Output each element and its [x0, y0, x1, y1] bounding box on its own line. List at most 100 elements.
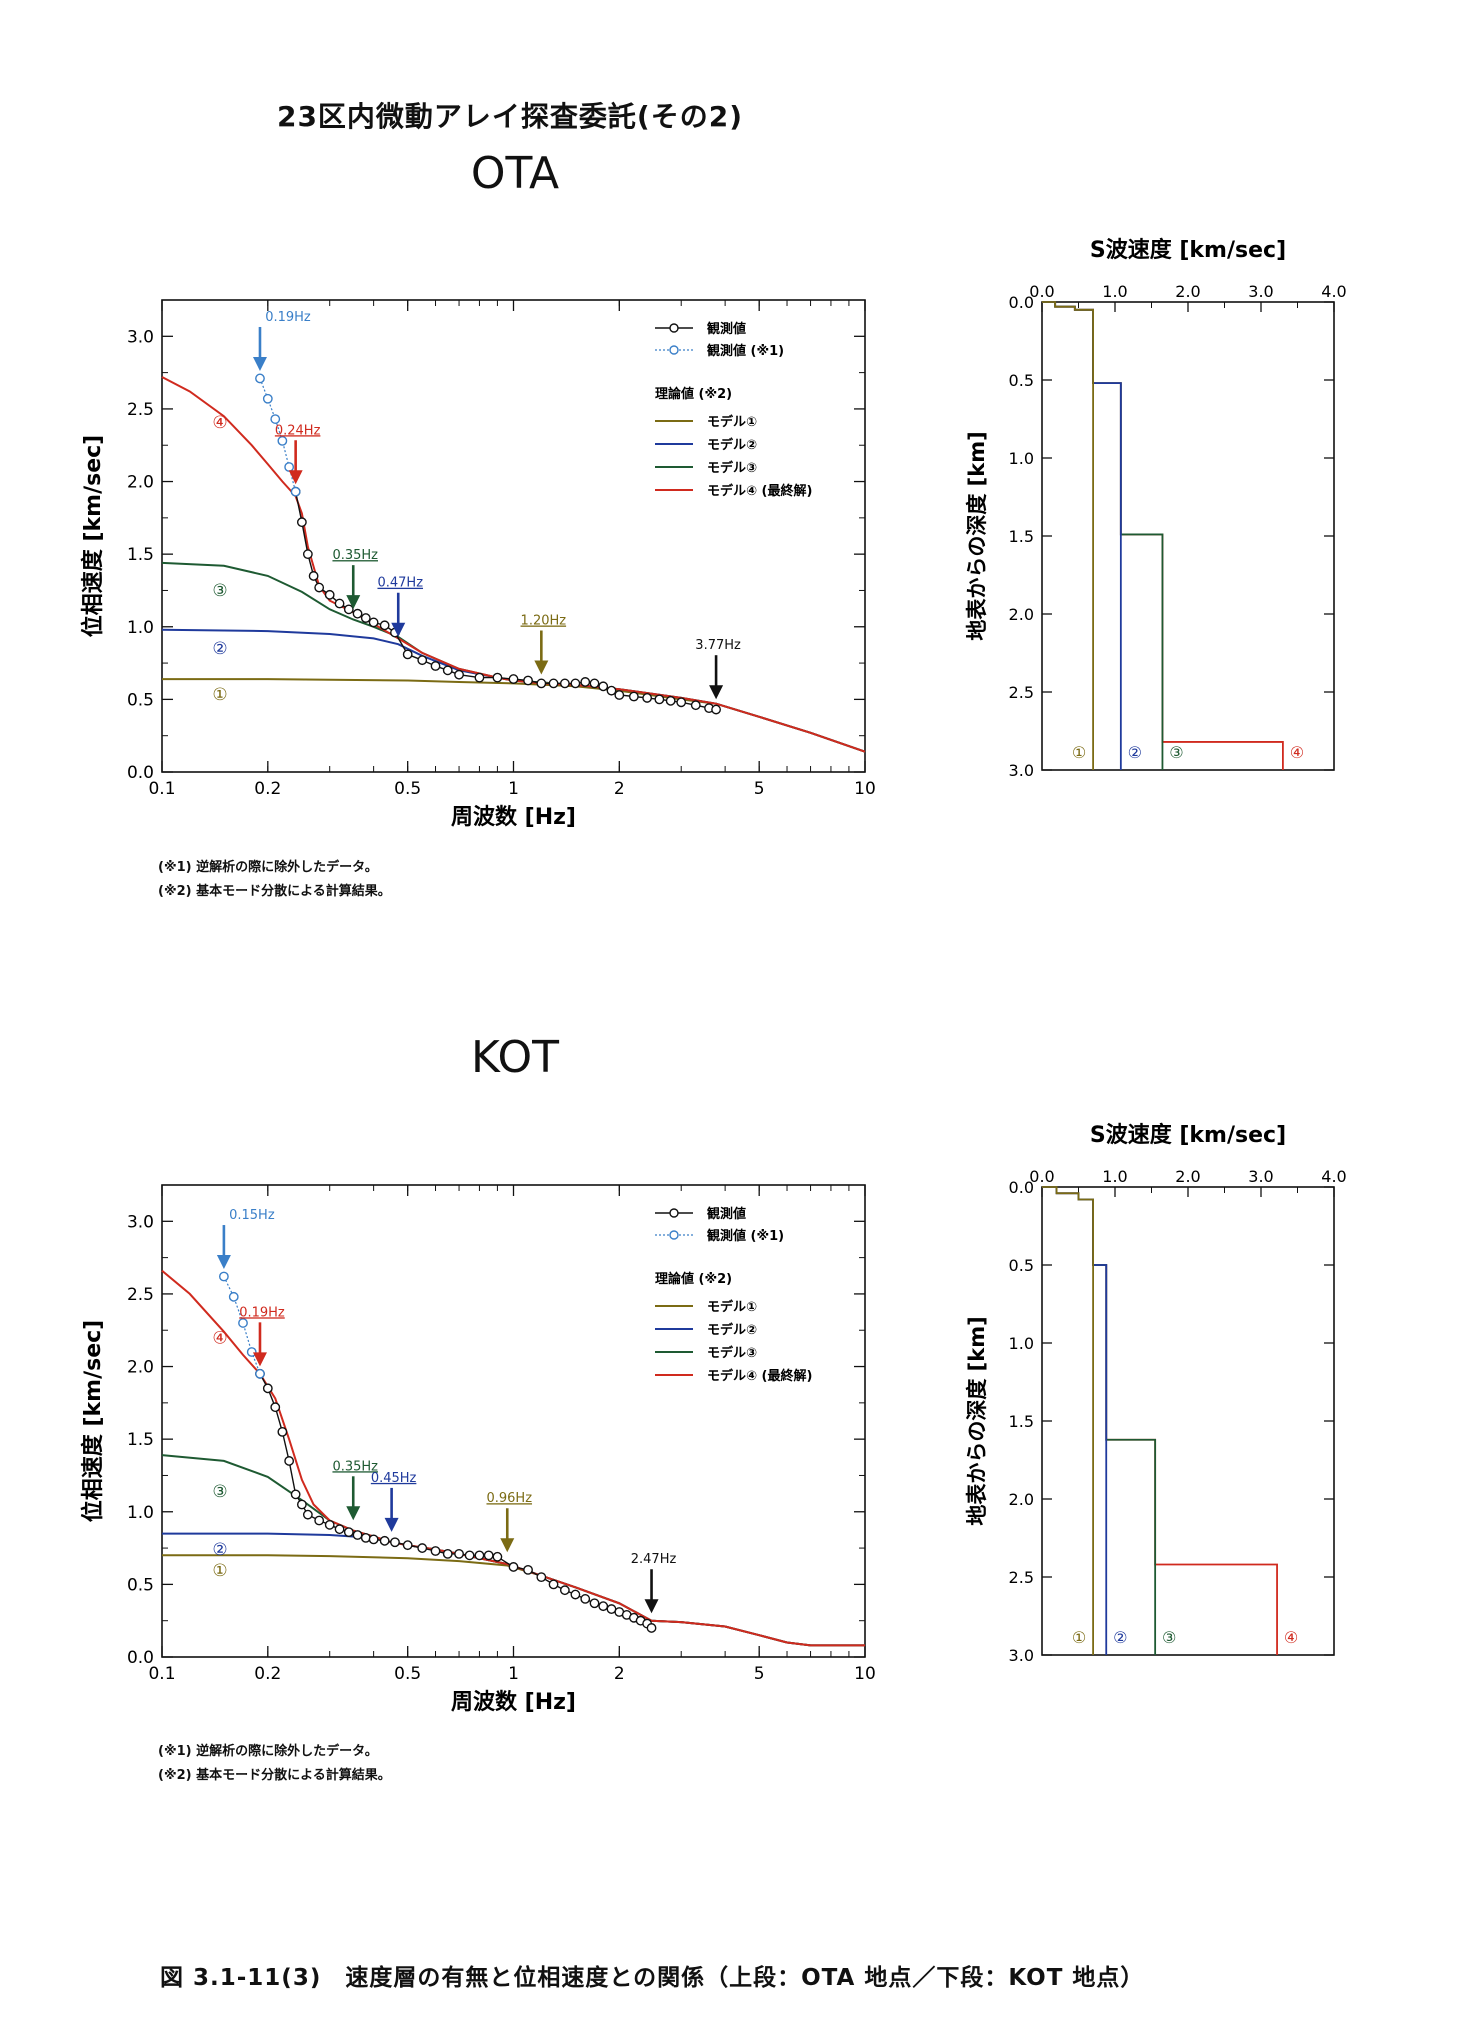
observed-data-point [598, 681, 609, 692]
observed-data-point [302, 1509, 313, 1520]
legend-model-label-2: モデル② [707, 1322, 757, 1338]
x-tick-label: 1 [508, 779, 519, 799]
legend-excluded-label: 観測値 (※1) [706, 1228, 784, 1244]
observed-data-point [589, 678, 600, 689]
profile-x-tick-label: 4.0 [1321, 1167, 1346, 1186]
excluded-data-point [228, 1291, 239, 1302]
profile-y-tick-label: 0.0 [1009, 293, 1034, 312]
profile-y-tick-label: 2.5 [1009, 683, 1034, 702]
curve-label-1: ① [212, 1561, 227, 1581]
observed-data-point [454, 1548, 464, 1559]
model-curve-4 [161, 376, 866, 753]
annotation-arrow-head [709, 685, 724, 700]
vs-profile-3 [1042, 301, 1164, 770]
observed-data-point [430, 661, 441, 671]
ota-figure: 0.1 0.2 0.5 1 2 5 10 0.0 0.5 1.0 1.5 2.0 2.5 3.0 周波数 [… [80, 237, 1347, 830]
y-tick-label: 1.0 [127, 618, 154, 638]
excluded-data-point [262, 393, 273, 404]
legend-observed-label: 観測値 [706, 321, 746, 337]
annotation-arrow-head [391, 622, 406, 637]
excluded-data-point [255, 373, 265, 384]
profile-label-1: ① [1072, 1628, 1086, 1647]
profile-y-tick-label: 2.5 [1009, 1568, 1034, 1587]
observed-data-point [523, 675, 533, 686]
legend-observed-marker [669, 1208, 679, 1218]
observed-data-point [324, 1519, 335, 1530]
legend-model-label-2: モデル② [707, 437, 757, 453]
legend-excluded-label: 観測値 (※1) [706, 343, 784, 359]
annotation-arrow-head [644, 1599, 659, 1614]
x-tick-label: 0.1 [148, 1664, 175, 1684]
profile-label-2: ② [1113, 1628, 1127, 1647]
profile-label-1: ① [1072, 743, 1086, 762]
observed-data-point [474, 672, 485, 683]
observed-data-point [360, 1533, 371, 1543]
note-1-ota: (※1) 逆解析の際に除外したデータ。 [158, 860, 378, 875]
observed-data-point [570, 1589, 581, 1600]
curve-label-4: ④ [212, 1329, 227, 1349]
observed-data-point [442, 665, 453, 676]
profile-x-tick-label: 0.0 [1029, 282, 1054, 301]
x-axis-label: 周波数 [Hz] [451, 804, 576, 830]
profile-y-tick-label: 1.0 [1009, 1334, 1034, 1353]
site-title-kot: KOT [471, 1032, 559, 1083]
observed-data-point [314, 582, 325, 593]
excluded-data-point [238, 1318, 248, 1328]
legend-observed-label: 観測値 [706, 1206, 746, 1222]
profile-x-axis-label: S波速度 [km/sec] [1090, 237, 1286, 263]
excluded-data-point [290, 486, 301, 497]
x-tick-label: 2 [614, 1664, 625, 1684]
profile-y-tick-label: 1.5 [1009, 527, 1034, 546]
observed-data-point [308, 571, 319, 581]
model-curve-3 [161, 1454, 865, 1647]
figure-caption: 図 3.1-11(3) 速度層の有無と位相速度との関係（上段：OTA 地点／下段… [160, 1965, 1145, 1991]
profile-plot-frame [1041, 301, 1335, 771]
legend-model-label-3: モデル③ [707, 1345, 757, 1361]
x-axis-label: 周波数 [Hz] [451, 1689, 576, 1715]
observed-data-line [259, 1373, 652, 1629]
annotation-arrow-head [346, 595, 361, 610]
observed-data-point [402, 1540, 413, 1551]
dispersion-plot-frame [161, 299, 866, 773]
annotation-arrow-head [252, 1352, 267, 1367]
y-tick-label: 2.5 [127, 1285, 154, 1305]
annotation-arrow-head [288, 470, 303, 485]
legend-observed-marker [669, 323, 679, 333]
observed-data-point [390, 1537, 400, 1548]
legend-excluded-marker [669, 1230, 679, 1240]
observed-data-point [368, 617, 379, 628]
legend-theory-header: 理論値 (※2) [655, 1271, 732, 1287]
y-tick-label: 0.5 [127, 1575, 154, 1595]
x-tick-label: 0.5 [394, 779, 421, 799]
observed-data-point [352, 1530, 363, 1540]
profile-y-axis-label: 地表からの深度 [km] [965, 431, 989, 640]
legend-model-label-4: モデル④ (最終解) [707, 1368, 812, 1384]
note-2-kot: (※2) 基本モード分散による計算結果。 [158, 1768, 391, 1783]
profile-label-4: ④ [1290, 743, 1304, 762]
annotation-arrow-head [534, 660, 549, 675]
y-tick-label: 1.0 [127, 1503, 154, 1523]
profile-plot-frame [1041, 1186, 1335, 1656]
y-axis-label: 位相速度 [km/sec] [80, 435, 106, 637]
observed-data-point [368, 1534, 379, 1545]
annotation-label: 0.96Hz [486, 1491, 532, 1506]
legend-model-label-4: モデル④ (最終解) [707, 483, 812, 499]
profile-x-tick-label: 3.0 [1248, 1167, 1273, 1186]
curve-label-4: ④ [212, 413, 227, 433]
x-tick-label: 0.1 [148, 779, 175, 799]
profile-label-3: ③ [1169, 743, 1183, 762]
observed-data-point [690, 700, 701, 711]
profile-y-tick-label: 0.5 [1009, 371, 1034, 390]
observed-data-point [628, 691, 639, 702]
profile-label-3: ③ [1162, 1628, 1176, 1647]
observed-data-point [580, 1594, 591, 1604]
x-tick-label: 1 [508, 1664, 519, 1684]
model-curve-1 [162, 678, 866, 753]
observed-data-point [379, 1535, 390, 1546]
x-tick-label: 0.5 [394, 1664, 421, 1684]
curve-label-1: ① [212, 685, 227, 705]
excluded-data-point [246, 1347, 257, 1357]
observed-data-point [417, 1543, 428, 1553]
observed-data-point [290, 1489, 301, 1500]
vs-profile-4 [1042, 1186, 1278, 1655]
